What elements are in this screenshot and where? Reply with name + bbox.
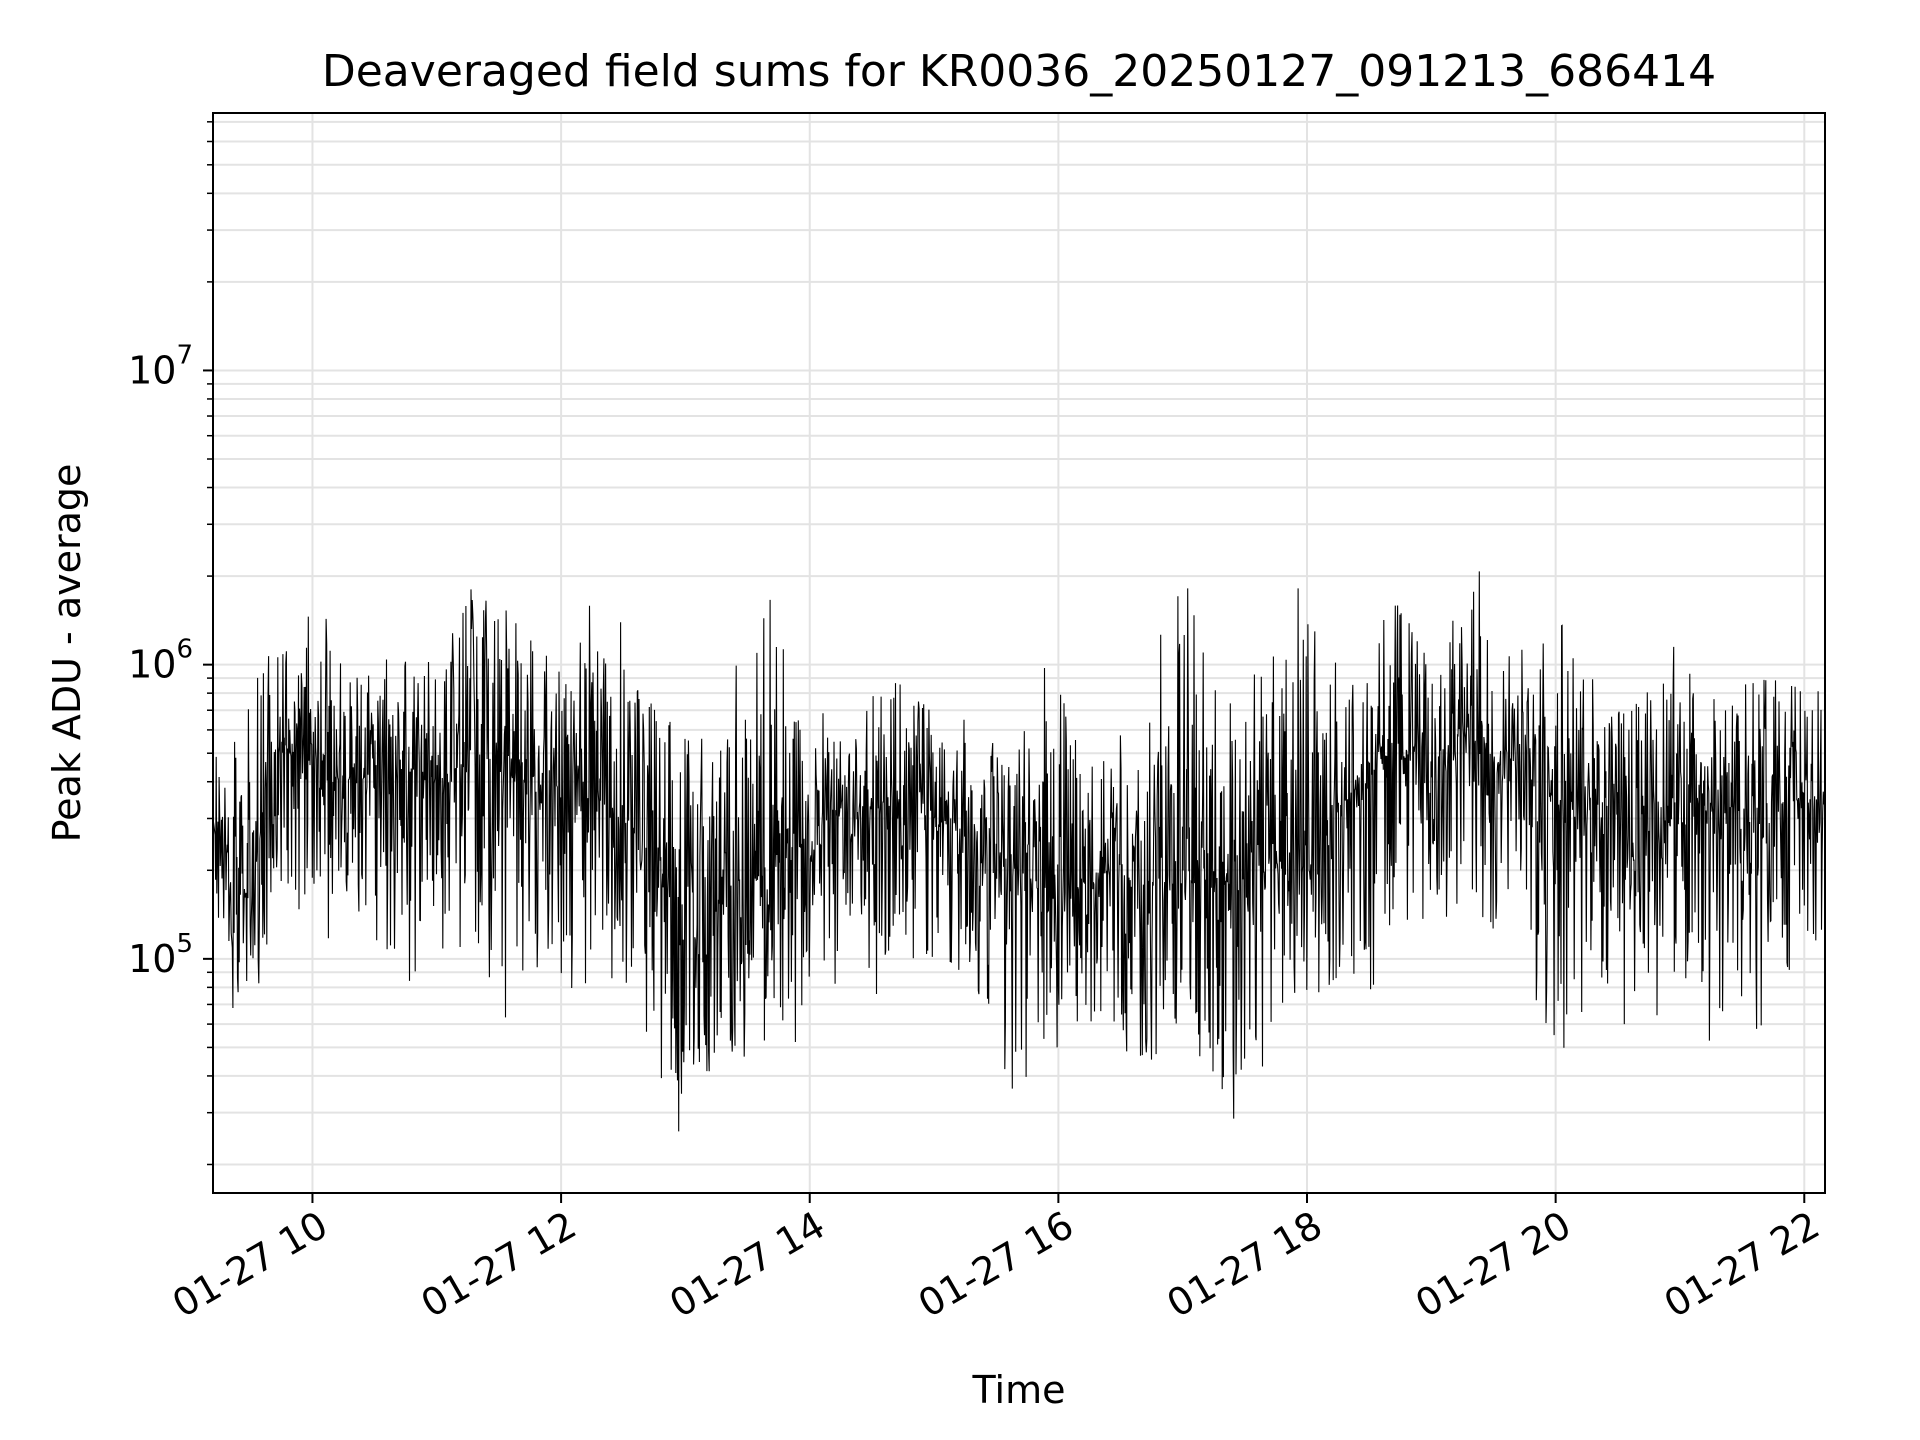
y-tick-label: 107: [128, 340, 193, 392]
y-tick-label: 106: [128, 635, 193, 687]
plot-area: [212, 164, 1826, 1132]
x-axis-label: Time: [972, 1368, 1066, 1412]
y-axis-label: Peak ADU - average: [45, 464, 89, 843]
series-line: [212, 164, 1826, 1132]
axes-frame: [212, 112, 1826, 1194]
y-tick-label: 105: [128, 929, 193, 981]
chart-title: Deaveraged field sums for KR0036_2025012…: [322, 46, 1716, 97]
